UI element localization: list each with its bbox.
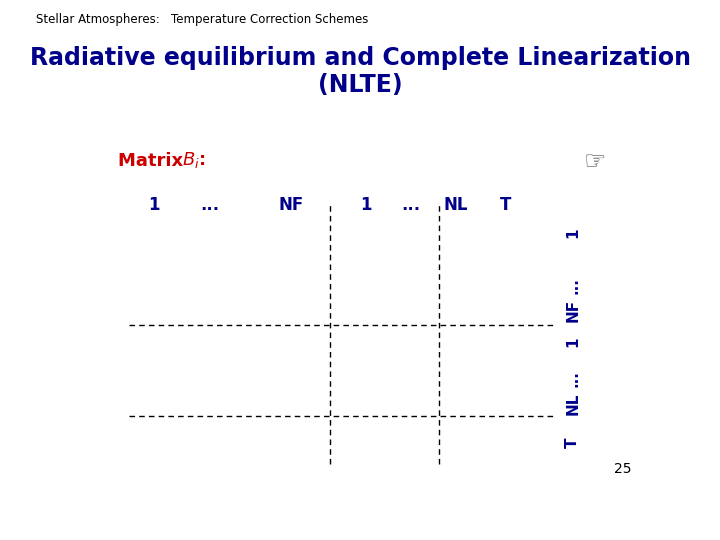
Text: NF: NF — [565, 299, 580, 322]
Text: ...: ... — [565, 276, 580, 294]
Text: T: T — [500, 196, 511, 214]
Text: 1: 1 — [361, 196, 372, 214]
Text: ...: ... — [565, 370, 580, 387]
Text: $\mathit{B}_{i}$:: $\mathit{B}_{i}$: — [182, 150, 205, 170]
Text: T: T — [565, 438, 580, 448]
Text: NF: NF — [278, 196, 304, 214]
Text: NL: NL — [444, 196, 468, 214]
Text: ...: ... — [200, 196, 220, 214]
Text: ...: ... — [401, 196, 420, 214]
Text: 1: 1 — [565, 336, 580, 347]
Text: Radiative equilibrium and Complete Linearization: Radiative equilibrium and Complete Linea… — [30, 46, 690, 70]
Text: (NLTE): (NLTE) — [318, 73, 402, 97]
Text: 1: 1 — [148, 196, 160, 214]
Text: Stellar Atmospheres:   Temperature Correction Schemes: Stellar Atmospheres: Temperature Correct… — [36, 14, 369, 26]
Text: 25: 25 — [613, 462, 631, 476]
Text: ☞: ☞ — [584, 150, 606, 174]
Text: 1: 1 — [565, 228, 580, 239]
Text: NL: NL — [565, 393, 580, 415]
Text: Matrix: Matrix — [118, 152, 189, 170]
